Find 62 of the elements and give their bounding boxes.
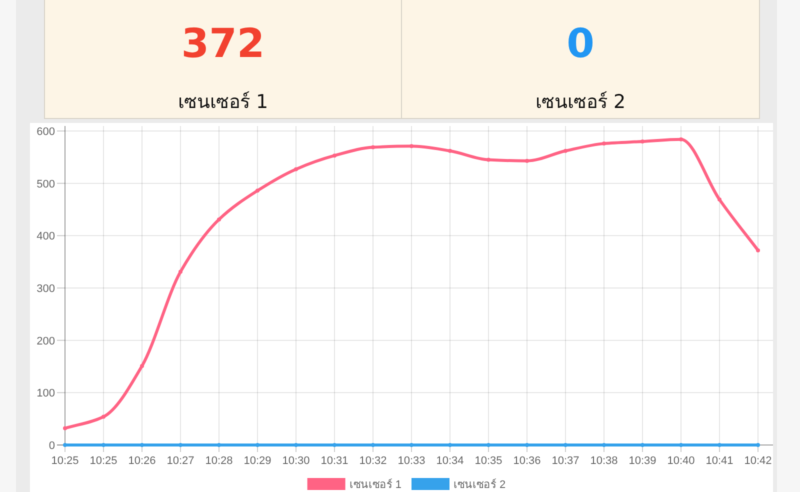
point [332,154,336,158]
x-tick-label: 10:37 [552,455,580,467]
point [217,217,221,222]
x-tick-label: 10:29 [244,455,272,467]
point [217,443,221,447]
point [640,443,644,447]
point [564,148,568,153]
x-tick-label: 10:36 [513,455,541,467]
x-tick-label: 10:26 [128,455,156,467]
point [718,198,722,202]
legend-label: เซนเซอร์ 2 [454,478,506,491]
x-tick-label: 10:34 [436,455,464,467]
point [256,188,260,193]
point [371,443,375,447]
point [679,137,683,142]
point [525,443,529,447]
x-tick-label: 10:28 [205,455,233,467]
point [679,443,683,447]
x-tick-label: 10:32 [359,455,387,467]
x-tick-label: 10:31 [320,455,348,467]
point [102,443,106,447]
point [178,270,182,274]
point [602,443,606,447]
point [140,443,144,447]
y-tick-label: 0 [48,440,55,452]
point [102,414,106,419]
point [63,426,67,430]
point [294,167,298,172]
x-tick-label: 10:40 [667,455,695,467]
y-tick-label: 600 [36,126,55,138]
point [718,443,722,447]
point [256,443,260,447]
point [486,443,490,447]
y-tick-label: 300 [36,283,55,295]
point [140,364,144,368]
point [756,248,760,252]
point [178,443,182,447]
point [448,148,452,153]
x-tick-label: 10:27 [166,455,194,467]
point [448,443,452,447]
point [564,443,568,447]
x-tick-label: 10:38 [590,455,618,467]
legend-label: เซนเซอร์ 1 [349,478,402,491]
point [294,443,298,447]
y-tick-label: 500 [36,178,55,190]
x-tick-label: 10:39 [628,455,656,467]
y-tick-label: 400 [36,230,55,243]
point [756,443,760,447]
y-tick-label: 100 [36,388,55,400]
x-tick-label: 10:41 [706,455,734,467]
x-tick-label: 10:30 [282,455,310,467]
x-tick-label: 10:35 [474,455,502,467]
point [410,443,414,447]
x-tick-label: 10:42 [744,455,772,467]
card: 0 เซนเซอร์ 2 [401,0,760,119]
card: 372 เซนเซอร์ 1 [44,0,402,119]
x-tick-label: 10:25 [51,455,79,467]
point [63,443,67,447]
x-tick-label: 10:33 [398,455,426,467]
point [332,443,336,447]
y-tick-label: 200 [36,335,55,348]
x-tick-label: 10:25 [90,455,118,467]
